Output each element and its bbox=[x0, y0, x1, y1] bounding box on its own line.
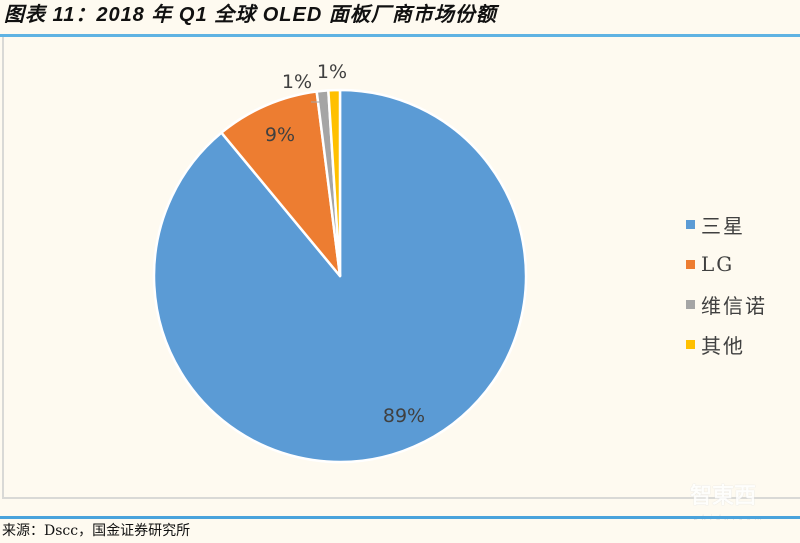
legend-label: LG bbox=[701, 252, 735, 276]
legend-item-visionox[interactable]: 维信诺 bbox=[686, 284, 767, 324]
legend-swatch bbox=[686, 219, 695, 229]
top-divider bbox=[0, 34, 800, 37]
leader-line bbox=[311, 101, 327, 106]
legend-label: 维信诺 bbox=[701, 293, 767, 318]
pie-slice-others bbox=[327, 88, 342, 278]
legend-label: 三星 bbox=[701, 213, 745, 238]
pie-label-visionox: 1% bbox=[282, 71, 312, 93]
legend-label: 其他 bbox=[701, 333, 745, 358]
watermark-logo: 智東西 bbox=[690, 484, 757, 509]
pie-labels: 89% 9% 1% 1% bbox=[265, 61, 425, 427]
legend-item-others[interactable]: 其他 bbox=[686, 324, 767, 364]
bottom-divider bbox=[0, 516, 800, 519]
legend: 三星 LG 维信诺 其他 bbox=[686, 204, 767, 364]
legend-item-samsung[interactable]: 三星 bbox=[686, 204, 767, 244]
pie-label-lg: 9% bbox=[265, 124, 295, 146]
pie-label-samsung: 89% bbox=[383, 405, 425, 427]
pie-slices bbox=[152, 88, 528, 464]
legend-swatch bbox=[686, 259, 695, 269]
legend-swatch bbox=[686, 339, 695, 349]
legend-swatch bbox=[686, 299, 695, 309]
chart-title: 图表 11：2018 年 Q1 全球 OLED 面板厂商市场份额 bbox=[4, 4, 497, 26]
source-note: 来源：Dscc，国金证券研究所 bbox=[2, 523, 191, 539]
pie-slice-lg bbox=[220, 90, 342, 278]
legend-item-lg[interactable]: LG bbox=[686, 244, 767, 284]
pie-label-others: 1% bbox=[317, 61, 347, 83]
